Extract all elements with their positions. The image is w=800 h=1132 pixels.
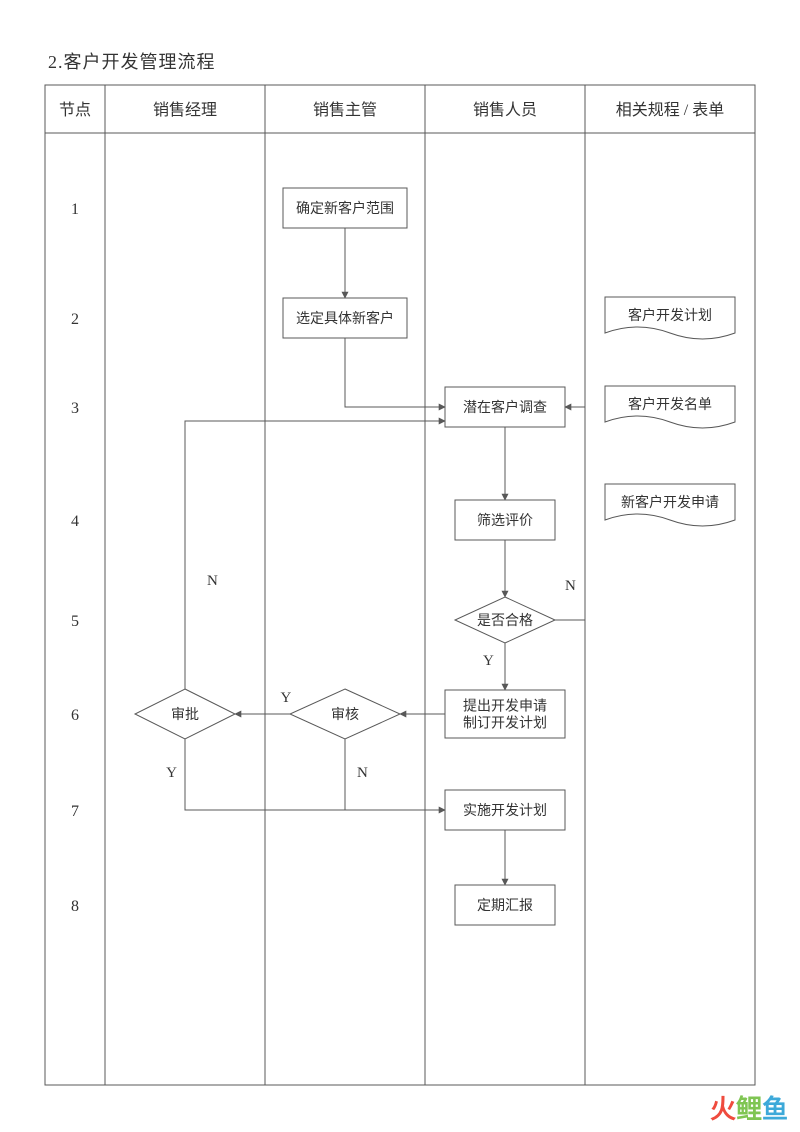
row-label: 5 — [71, 613, 79, 630]
flow-edge — [185, 421, 445, 689]
document-label: 客户开发计划 — [628, 307, 712, 324]
column-header: 相关规程 / 表单 — [616, 101, 724, 119]
row-label: 6 — [71, 707, 79, 724]
row-label: 4 — [71, 513, 79, 530]
column-header: 销售人员 — [473, 101, 537, 119]
row-label: 8 — [71, 898, 79, 915]
edge-label: N — [565, 578, 576, 594]
edge-label: N — [207, 573, 218, 589]
flow-node: 选定具体新客户 — [283, 298, 407, 338]
column-header: 销售主管 — [313, 101, 377, 119]
flow-node-label: 选定具体新客户 — [296, 310, 394, 327]
flow-node: 提出开发申请制订开发计划 — [445, 690, 565, 738]
watermark: 火鲤鱼 — [710, 1089, 788, 1126]
row-label: 1 — [71, 201, 79, 218]
column-header: 节点 — [59, 101, 91, 119]
flow-node: 潜在客户调查 — [445, 387, 565, 427]
flow-node-label: 筛选评价 — [477, 513, 533, 529]
flow-edge — [345, 338, 445, 407]
flow-node-label: 审核 — [331, 707, 359, 723]
watermark-char-2: 鲤 — [736, 1094, 762, 1124]
flowchart-diagram: 节点 销售经理 销售主管 销售人员 相关规程 / 表单 1 2 3 4 5 6 7 8 确定新客户范围选定… — [0, 0, 800, 1132]
edge-label: N — [357, 765, 368, 781]
row-label: 7 — [71, 803, 79, 820]
document-label: 新客户开发申请 — [621, 494, 719, 511]
flow-node: 定期汇报 — [455, 885, 555, 925]
edge-label: Y — [483, 653, 494, 669]
edge-label: Y — [166, 765, 177, 781]
watermark-char-3: 鱼 — [762, 1094, 788, 1124]
flow-node: 筛选评价 — [455, 500, 555, 540]
row-label: 2 — [71, 311, 79, 328]
flow-node: 实施开发计划 — [445, 790, 565, 830]
flow-node-label: 确定新客户范围 — [296, 200, 394, 217]
flow-node-label: 实施开发计划 — [463, 803, 547, 819]
flow-node-label: 定期汇报 — [477, 898, 533, 914]
flow-node-label: 审批 — [171, 707, 199, 723]
flow-node-label: 是否合格 — [477, 613, 533, 629]
watermark-char-1: 火 — [710, 1094, 736, 1124]
edge-label: Y — [281, 690, 292, 706]
flow-node-label: 潜在客户调查 — [463, 399, 547, 416]
flow-node-label: 提出开发申请 — [463, 699, 547, 715]
row-label: 3 — [71, 400, 79, 417]
flow-node: 确定新客户范围 — [283, 188, 407, 228]
flow-node-label: 制订开发计划 — [463, 716, 547, 732]
flow-node: 审批 — [135, 689, 235, 739]
column-header: 销售经理 — [153, 101, 217, 119]
document-label: 客户开发名单 — [628, 396, 712, 413]
flow-node: 审核 — [290, 689, 400, 739]
flow-node: 是否合格 — [455, 597, 555, 643]
